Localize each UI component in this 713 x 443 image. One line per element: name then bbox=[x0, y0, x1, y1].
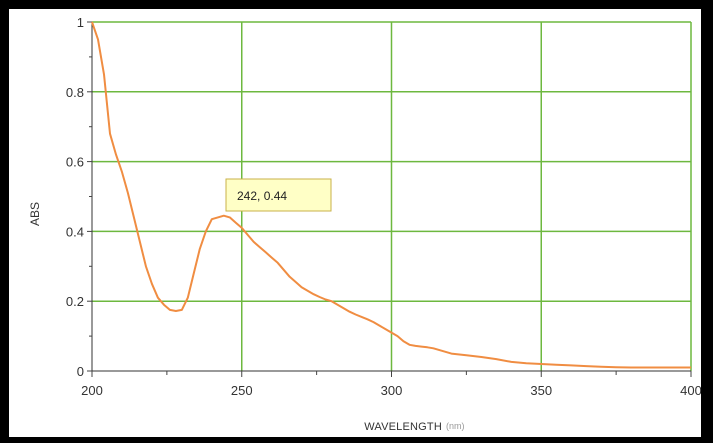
x-tick-labels: 200 250 300 350 400 bbox=[81, 383, 701, 398]
x-axis-label: WAVELENGTH bbox=[364, 421, 442, 433]
y-tick-label: 0.8 bbox=[66, 85, 84, 100]
x-tick-label: 250 bbox=[231, 383, 253, 398]
data-point-tooltip: 242, 0.44 bbox=[225, 178, 332, 212]
axis-ticks bbox=[87, 21, 692, 377]
y-tick-labels: 0 0.2 0.4 0.6 0.8 1 bbox=[66, 15, 84, 379]
tooltip-text: 242, 0.44 bbox=[237, 189, 287, 203]
y-tick-label: 0 bbox=[77, 364, 84, 379]
y-tick-label: 0.4 bbox=[66, 224, 84, 239]
x-tick-label: 400 bbox=[680, 383, 701, 398]
y-tick-label: 0.6 bbox=[66, 155, 84, 170]
absorbance-series-line bbox=[91, 21, 691, 369]
y-tick-label: 0.2 bbox=[66, 294, 84, 309]
x-tick-label: 300 bbox=[381, 383, 403, 398]
y-tick-label: 1 bbox=[77, 15, 84, 30]
x-tick-label: 200 bbox=[81, 383, 103, 398]
x-axis-unit: (nm) bbox=[446, 421, 465, 431]
grid-lines bbox=[91, 21, 692, 372]
tooltip-box bbox=[225, 178, 332, 212]
chart-frame: 0 0.2 0.4 0.6 0.8 1 200 250 300 350 400 ABS WAVEL… bbox=[9, 9, 701, 437]
absorbance-line-chart: 0 0.2 0.4 0.6 0.8 1 200 250 300 350 400 ABS WAVEL… bbox=[28, 15, 701, 433]
y-axis-label: ABS bbox=[28, 202, 42, 226]
x-tick-label: 350 bbox=[530, 383, 552, 398]
